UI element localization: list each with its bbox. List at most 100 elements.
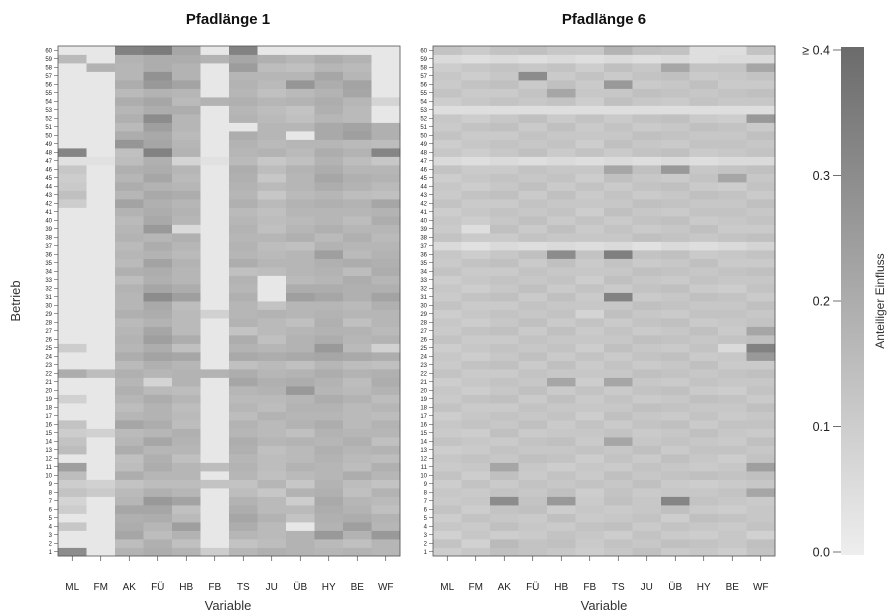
heatmap-cell	[229, 462, 258, 472]
heatmap-cell	[229, 46, 258, 55]
heatmap-cell	[314, 182, 344, 191]
y-tick-label: 19	[45, 397, 52, 403]
heatmap-cell	[490, 122, 519, 132]
heatmap-cell	[632, 46, 662, 55]
heatmap-cell	[86, 360, 116, 370]
heatmap-cell	[371, 156, 401, 166]
heatmap-cell	[343, 394, 372, 404]
heatmap-cell	[314, 71, 344, 81]
heatmap-cell	[257, 479, 287, 489]
heatmap-cell	[343, 105, 372, 115]
heatmap-cell	[518, 513, 548, 523]
heatmap-cell	[490, 411, 519, 421]
heatmap-cell	[689, 105, 719, 115]
y-tick-label: 47	[420, 159, 427, 165]
y-tick-label: 7	[49, 499, 53, 505]
heatmap-cell	[661, 445, 690, 455]
x-tick-label: ÜB	[668, 581, 682, 593]
heatmap-cell	[490, 335, 519, 344]
heatmap-cell	[518, 165, 548, 174]
heatmap-cell	[490, 403, 519, 412]
heatmap-cell	[547, 97, 576, 106]
heatmap-cell	[314, 522, 344, 531]
heatmap-cell	[200, 122, 230, 132]
heatmap-cell	[746, 80, 776, 89]
heatmap-cell	[143, 428, 173, 438]
heatmap-cell	[343, 411, 372, 421]
heatmap-cell	[718, 411, 747, 421]
heatmap-cell	[746, 88, 776, 98]
heatmap-cell	[343, 267, 372, 276]
heatmap-cell	[461, 46, 491, 55]
heatmap-cell	[461, 122, 491, 132]
heatmap-cell	[433, 190, 462, 200]
heatmap-cell	[518, 46, 548, 55]
heatmap-cell	[575, 326, 605, 336]
heatmap-cell	[632, 343, 662, 353]
heatmap-cell	[689, 292, 719, 302]
heatmap-cell	[257, 428, 287, 438]
heatmap-cell	[575, 403, 605, 412]
heatmap-cell	[143, 479, 173, 489]
heatmap-cell	[547, 267, 576, 276]
heatmap-cell	[200, 284, 230, 293]
heatmap-cell	[143, 496, 173, 506]
heatmap-cell	[604, 343, 633, 353]
heatmap-cell	[343, 437, 372, 446]
heatmap-cell	[286, 539, 315, 548]
heatmap-cell	[143, 377, 173, 387]
heatmap-cell	[575, 318, 605, 327]
y-tick-label: 1	[424, 550, 428, 556]
heatmap-cell	[86, 292, 116, 302]
y-tick-label: 2	[424, 541, 428, 547]
heatmap-cell	[604, 479, 633, 489]
heatmap-cell	[286, 207, 315, 217]
heatmap-cell	[575, 301, 605, 310]
heatmap-cell	[518, 88, 548, 98]
heatmap-cell	[604, 199, 633, 208]
heatmap-cell	[632, 377, 662, 387]
heatmap-cell	[575, 71, 605, 81]
heatmap-cell	[371, 105, 401, 115]
heatmap-cell	[58, 199, 87, 208]
heatmap-cell	[518, 326, 548, 336]
heatmap-cell	[229, 131, 258, 140]
heatmap-cell	[286, 547, 315, 557]
heatmap-cell	[229, 454, 258, 463]
heatmap-cell	[143, 224, 173, 234]
heatmap-cell	[314, 471, 344, 480]
y-tick-label: 44	[420, 184, 427, 190]
heatmap-cell	[461, 207, 491, 217]
heatmap-cell	[518, 394, 548, 404]
heatmap-cell	[490, 513, 519, 523]
heatmap-cell	[547, 139, 576, 149]
heatmap-cell	[229, 411, 258, 421]
heatmap-cell	[461, 309, 491, 319]
heatmap-cell	[371, 471, 401, 480]
heatmap-cell	[689, 241, 719, 251]
heatmap-cell	[371, 394, 401, 404]
heatmap-cell	[518, 156, 548, 166]
heatmap-cell	[433, 122, 462, 132]
heatmap-cell	[115, 471, 144, 480]
heatmap-cell	[461, 343, 491, 353]
heatmap-cell	[229, 284, 258, 293]
heatmap-cell	[343, 462, 372, 472]
y-tick-label: 50	[420, 133, 427, 139]
heatmap-cell	[371, 428, 401, 438]
heatmap-cell	[518, 488, 548, 497]
heatmap-cell	[371, 420, 401, 429]
heatmap-cell	[286, 437, 315, 446]
color-legend: 0.00.10.20.3≥ 0.4 Anteiliger Einfluss	[802, 44, 887, 560]
heatmap-cell	[746, 258, 776, 268]
heatmap-cell	[547, 539, 576, 548]
heatmap-cell	[143, 488, 173, 497]
heatmap-cell	[461, 173, 491, 183]
heatmap-cell	[433, 377, 462, 387]
heatmap-cell	[343, 547, 372, 557]
heatmap-cell	[115, 258, 144, 268]
heatmap-cell	[490, 471, 519, 480]
heatmap-cell	[547, 445, 576, 455]
heatmap-cell	[433, 250, 462, 259]
x-axis-title: Variable	[205, 598, 252, 613]
